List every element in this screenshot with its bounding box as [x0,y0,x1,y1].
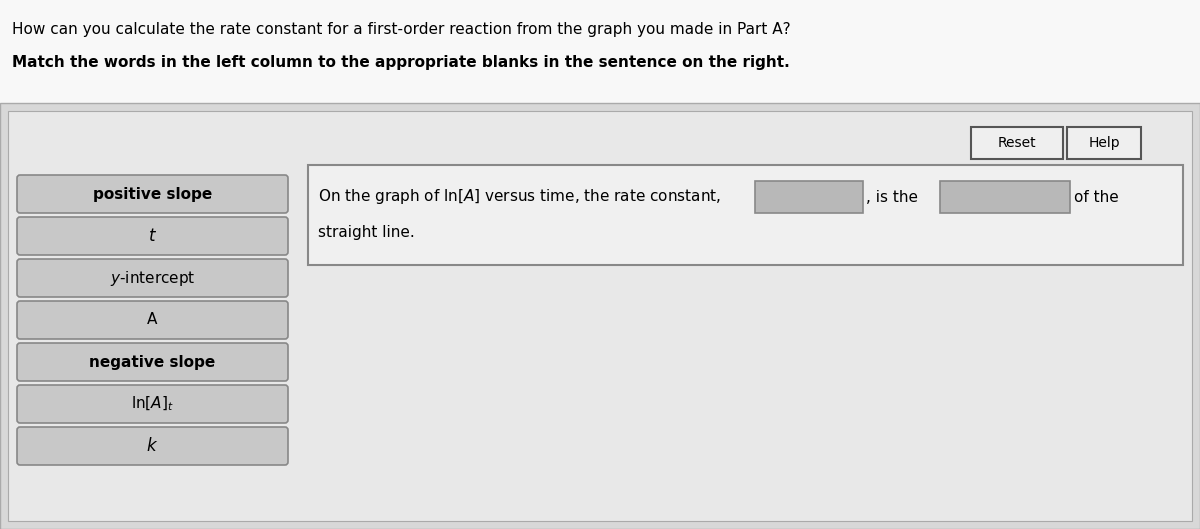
Text: $t$: $t$ [148,227,157,245]
Text: $\ln[A]_t$: $\ln[A]_t$ [131,395,174,413]
Text: Reset: Reset [997,136,1037,150]
Text: How can you calculate the rate constant for a first-order reaction from the grap: How can you calculate the rate constant … [12,22,791,37]
FancyBboxPatch shape [17,427,288,465]
FancyBboxPatch shape [17,259,288,297]
Text: , is the: , is the [866,189,918,205]
FancyBboxPatch shape [1067,127,1141,159]
Text: Match the words in the left column to the appropriate blanks in the sentence on : Match the words in the left column to th… [12,55,790,70]
Text: On the graph of $\ln[A]$ versus time, the rate constant,: On the graph of $\ln[A]$ versus time, th… [318,187,721,206]
FancyBboxPatch shape [17,217,288,255]
FancyBboxPatch shape [17,385,288,423]
Text: $y$-intercept: $y$-intercept [109,269,196,287]
Text: $k$: $k$ [146,437,158,455]
Text: A: A [148,313,157,327]
Text: straight line.: straight line. [318,224,415,240]
Bar [0,103,1200,529]
FancyBboxPatch shape [17,301,288,339]
Bar [8,111,1192,521]
Bar [940,181,1070,213]
Bar [308,165,1183,265]
FancyBboxPatch shape [17,343,288,381]
FancyBboxPatch shape [971,127,1063,159]
Bar [755,181,863,213]
FancyBboxPatch shape [17,175,288,213]
Text: positive slope: positive slope [92,187,212,202]
Bar [0,0,1200,110]
Text: of the: of the [1074,189,1118,205]
Text: Help: Help [1088,136,1120,150]
Text: negative slope: negative slope [89,354,216,369]
